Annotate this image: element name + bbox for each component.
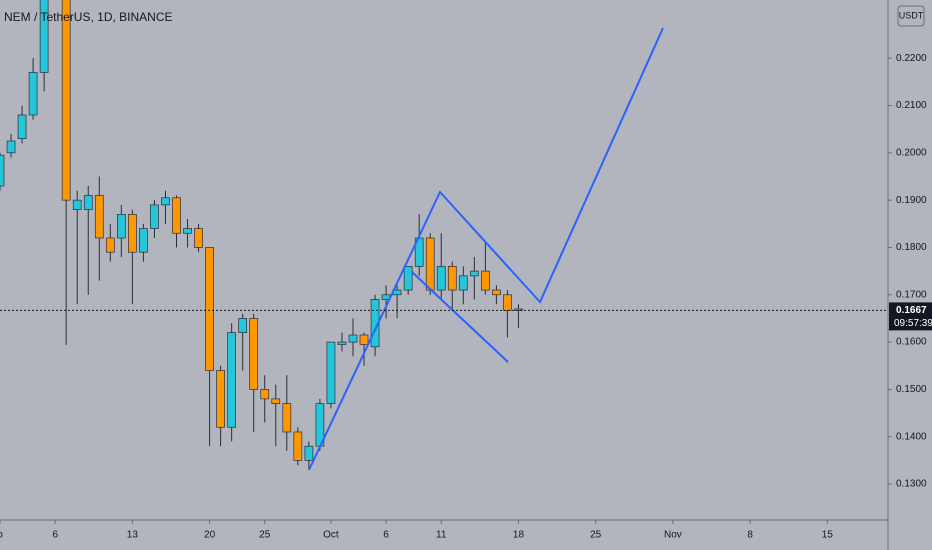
y-tick-label: 0.1800 <box>896 242 927 253</box>
y-tick-label: 0.1300 <box>896 479 927 490</box>
countdown: 09:57:39 <box>894 318 932 329</box>
candle-body <box>83 195 93 210</box>
candle-body <box>469 270 479 277</box>
candle-body <box>271 398 281 404</box>
candle-body <box>150 204 159 229</box>
candle-body <box>139 228 148 253</box>
x-tick-label: 6 <box>52 530 58 541</box>
y-tick-label: 0.1400 <box>896 431 927 442</box>
y-tick-label: 0.2100 <box>896 100 927 111</box>
candle-body <box>403 266 413 291</box>
candle-body <box>282 403 292 433</box>
candle-body <box>293 431 303 461</box>
x-tick-label: 15 <box>822 530 834 541</box>
candle-body <box>249 318 259 390</box>
candle-body <box>447 266 457 291</box>
trend-drawing <box>308 27 664 471</box>
candle-body <box>28 72 38 116</box>
y-tick-label: 0.2200 <box>896 53 927 64</box>
candle-body <box>227 332 237 428</box>
y-tick-label: 0.1700 <box>896 289 927 300</box>
candle-body <box>425 237 435 291</box>
x-tick-label: 20 <box>204 530 216 541</box>
candle-body <box>0 154 5 187</box>
last-price-label: 0.1667 <box>896 305 927 316</box>
x-tick-label: p <box>0 530 3 541</box>
candle-body <box>481 270 490 291</box>
candle-body <box>183 228 192 234</box>
candle-body <box>503 294 512 311</box>
channel-line <box>411 271 509 363</box>
x-tick-label: Nov <box>664 530 682 541</box>
x-tick-label: 8 <box>747 530 753 541</box>
x-tick-label: 11 <box>436 530 447 541</box>
candle-body <box>61 0 71 201</box>
y-tick-label: 0.2000 <box>896 147 927 158</box>
candle-body <box>458 275 468 291</box>
x-tick-label: 13 <box>127 530 139 541</box>
candle-body <box>161 197 170 206</box>
candle-body <box>514 308 523 311</box>
candle-body <box>39 0 49 73</box>
y-tick-label: 0.1500 <box>896 384 927 395</box>
chart-title: NEM / TetherUS, 1D, BINANCE <box>4 10 173 24</box>
candle-body <box>359 334 369 345</box>
candle-body <box>17 114 27 139</box>
candle-body <box>238 318 248 333</box>
candle-body <box>337 341 347 345</box>
candle-body <box>304 445 314 461</box>
y-tick-label: 0.1900 <box>896 195 927 206</box>
candle-body <box>205 247 214 371</box>
drawings <box>308 27 664 471</box>
candle-body <box>436 266 446 291</box>
last-price-box <box>889 302 932 331</box>
candle-body <box>172 197 181 234</box>
x-tick-label: 18 <box>513 530 525 541</box>
candle-body <box>326 341 336 404</box>
currency-box[interactable] <box>897 5 925 27</box>
candle-body <box>492 289 501 296</box>
candle-body <box>72 199 82 210</box>
candle-body <box>6 140 16 154</box>
candle-body <box>94 195 104 239</box>
candle-body <box>216 370 225 428</box>
currency[interactable]: USDT <box>899 10 924 20</box>
candle-body <box>116 213 126 239</box>
x-tick-label: 6 <box>383 530 389 541</box>
candle-body <box>194 228 203 248</box>
candles <box>0 0 523 470</box>
candle-body <box>348 334 358 343</box>
candle-body <box>260 389 270 400</box>
x-tick-label: 25 <box>259 530 271 541</box>
candle-body <box>128 213 137 253</box>
x-tick-label: Oct <box>323 530 339 541</box>
x-tick-label: 25 <box>590 530 602 541</box>
y-tick-label: 0.1600 <box>896 337 927 348</box>
candle-body <box>105 237 115 253</box>
